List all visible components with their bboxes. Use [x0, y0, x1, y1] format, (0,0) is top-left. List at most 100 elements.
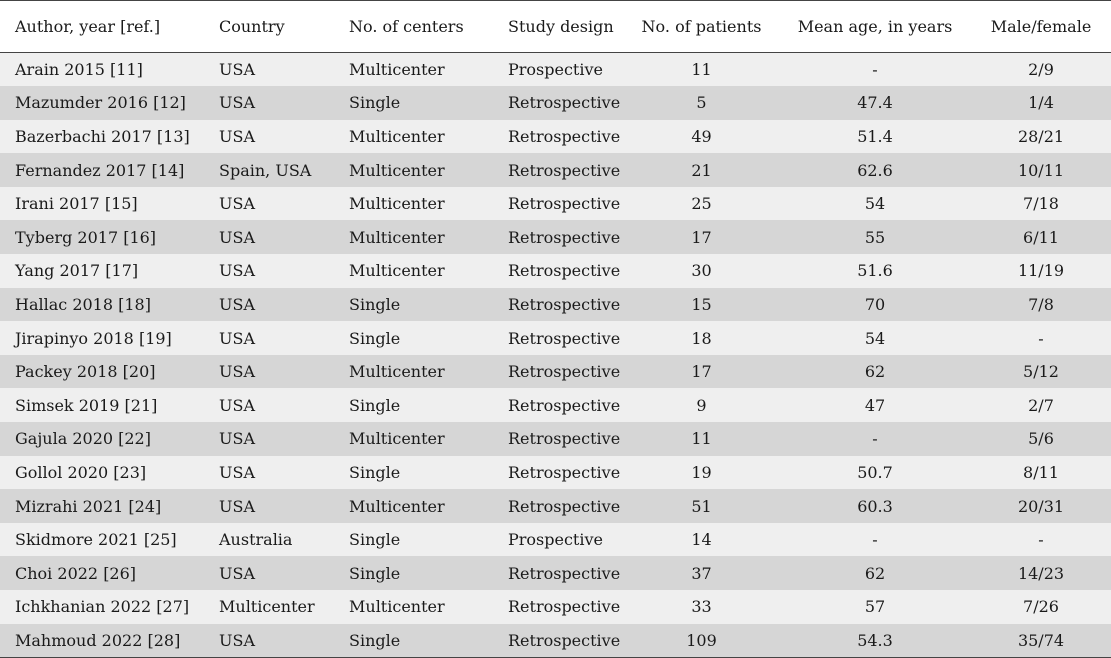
cell-patients: 30 — [691, 261, 712, 281]
cell-sex-ratio: 5/12 — [1023, 362, 1059, 382]
cell-mean-age: 47 — [864, 395, 886, 415]
cell-centers: Multicenter — [349, 194, 445, 214]
cell-design: Retrospective — [508, 395, 621, 415]
cell-country: USA — [219, 261, 255, 281]
cell-centers: Multicenter — [349, 362, 445, 382]
cell-mean-age: 51.4 — [857, 126, 893, 146]
cell-design: Retrospective — [508, 194, 621, 214]
cell-design: Retrospective — [508, 328, 621, 348]
cell-country: USA — [219, 563, 255, 583]
cell-centers: Multicenter — [349, 160, 445, 180]
cell-country: USA — [219, 126, 255, 146]
cell-design: Retrospective — [508, 261, 621, 281]
cell-mean-age: 57 — [864, 597, 886, 617]
cell-sex-ratio: 11/19 — [1017, 261, 1065, 281]
cell-centers: Single — [349, 395, 401, 415]
cell-author: Bazerbachi 2017 [13] — [15, 126, 190, 146]
cell-patients: 17 — [691, 227, 712, 247]
table-row: Skidmore 2021 [25] Australia Single Prospec… — [0, 522, 1111, 557]
cell-mean-age: 60.3 — [857, 496, 893, 516]
cell-sex-ratio: 28/21 — [1017, 126, 1065, 146]
cell-country: Australia — [219, 530, 293, 550]
cell-author: Tyberg 2017 [16] — [15, 227, 157, 247]
cell-sex-ratio: 2/7 — [1028, 395, 1054, 415]
cell-author: Mazumder 2016 [12] — [15, 93, 186, 113]
cell-sex-ratio: - — [1038, 328, 1044, 348]
cell-author: Choi 2022 [26] — [15, 563, 137, 583]
cell-design: Retrospective — [508, 126, 621, 146]
cell-patients: 9 — [696, 395, 707, 415]
cell-sex-ratio: 7/8 — [1028, 294, 1054, 314]
table-row: Choi 2022 [26] USA Single Retrospective 37 62… — [0, 556, 1111, 590]
cell-centers: Single — [349, 530, 401, 550]
header-sex-ratio: Male/female — [971, 0, 1111, 53]
cell-centers: Single — [349, 563, 401, 583]
header-mean-age: Mean age, in years — [779, 0, 971, 53]
cell-design: Retrospective — [493, 623, 624, 658]
cell-design: Retrospective — [508, 294, 621, 314]
cell-sex-ratio: 35/74 — [971, 623, 1111, 658]
cell-country: USA — [219, 362, 255, 382]
cell-design: Retrospective — [508, 362, 621, 382]
table-row: Yang 2017 [17] USA Multicenter Retrospectiv… — [0, 254, 1111, 288]
cell-mean-age: - — [872, 60, 878, 80]
cell-author: Arain 2015 [11] — [15, 60, 143, 80]
table-row: Mizrahi 2021 [24] USA Multicenter Retrospec… — [0, 489, 1111, 523]
cell-centers: Single — [334, 623, 493, 658]
cell-design: Retrospective — [508, 496, 621, 516]
cell-sex-ratio: 7/26 — [1023, 597, 1059, 617]
table-row: Jirapinyo 2018 [19] USA Single Retrospectiv… — [0, 321, 1111, 355]
cell-country: USA — [219, 429, 255, 449]
cell-author: Gajula 2020 [22] — [15, 429, 151, 449]
table-row: Mahmoud 2022 [28] USA Single Retrospective 1… — [0, 623, 1111, 658]
cell-patients: 15 — [691, 294, 712, 314]
header-design: Study design — [493, 0, 624, 53]
cell-centers: Multicenter — [349, 597, 445, 617]
table-header: Author, year [ref.] Country No. of cente… — [0, 0, 1111, 53]
cell-design: Prospective — [508, 60, 603, 80]
cell-centers: Multicenter — [349, 261, 445, 281]
cell-author: Skidmore 2021 [25] — [15, 530, 177, 550]
cell-patients: 18 — [691, 328, 712, 348]
cell-centers: Multicenter — [349, 496, 445, 516]
cell-centers: Single — [349, 93, 401, 113]
cell-patients: 37 — [691, 563, 712, 583]
table-row: Ichkhanian 2022 [27] Multicenter Multicent… — [0, 590, 1111, 624]
table-row: Hallac 2018 [18] USA Single Retrospective 15… — [0, 287, 1111, 322]
cell-author: Yang 2017 [17] — [15, 261, 139, 281]
table-row: Gajula 2020 [22] USA Multicenter Retrospect… — [0, 422, 1111, 456]
cell-design: Retrospective — [508, 227, 621, 247]
cell-mean-age: 54 — [864, 194, 886, 214]
cell-patients: 17 — [691, 362, 712, 382]
table-row: Tyberg 2017 [16] USA Multicenter Retrospect… — [0, 220, 1111, 255]
cell-author: Ichkhanian 2022 [27] — [15, 597, 190, 617]
cell-patients: 11 — [691, 429, 712, 449]
cell-design: Prospective — [508, 530, 603, 550]
cell-country: USA — [219, 462, 255, 482]
cell-mean-age: 62 — [864, 362, 886, 382]
cell-patients: 21 — [691, 160, 712, 180]
cell-patients: 49 — [691, 126, 712, 146]
cell-author: Fernandez 2017 [14] — [15, 160, 185, 180]
cell-sex-ratio: - — [1038, 530, 1044, 550]
cell-author: Irani 2017 [15] — [15, 194, 138, 214]
cell-sex-ratio: 14/23 — [1017, 563, 1065, 583]
cell-patients: 25 — [691, 194, 712, 214]
cell-author: Jirapinyo 2018 [19] — [15, 328, 172, 348]
cell-sex-ratio: 6/11 — [1023, 227, 1059, 247]
cell-author: Packey 2018 [20] — [15, 362, 156, 382]
cell-mean-age: 55 — [864, 227, 886, 247]
cell-mean-age: 51.6 — [857, 261, 893, 281]
cell-author: Mahmoud 2022 [28] — [0, 623, 204, 658]
cell-centers: Multicenter — [349, 126, 445, 146]
cell-sex-ratio: 1/4 — [1028, 93, 1054, 113]
cell-mean-age: - — [872, 429, 878, 449]
cell-centers: Single — [349, 462, 401, 482]
cell-patients: 11 — [691, 60, 712, 80]
cell-patients: 33 — [691, 597, 712, 617]
cell-mean-age: 54 — [864, 328, 886, 348]
cell-author: Mizrahi 2021 [24] — [15, 496, 162, 516]
cell-design: Retrospective — [508, 160, 621, 180]
cell-mean-age: 62 — [864, 563, 886, 583]
